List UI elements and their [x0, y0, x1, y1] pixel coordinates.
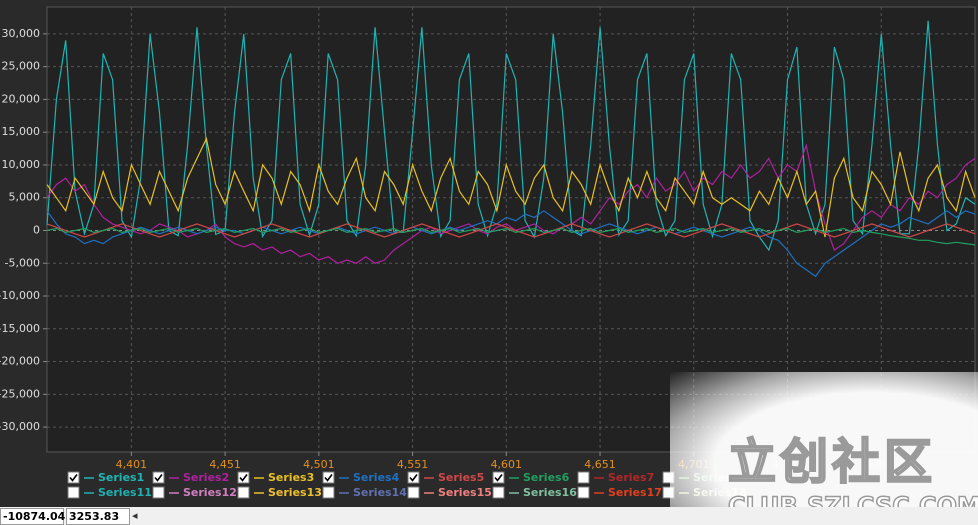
y-tick-label: 10,000 [2, 158, 41, 171]
legend-checkbox[interactable] [152, 471, 165, 484]
legend-checkbox[interactable] [407, 471, 420, 484]
checkmark [494, 474, 503, 482]
legend-checkbox[interactable] [407, 486, 420, 499]
legend-label: Series13 [268, 486, 322, 499]
legend-label: Series1 [98, 471, 144, 484]
legend-label: Series17 [608, 486, 662, 499]
cursor-x: -10874.04 [0, 508, 65, 525]
legend-checkbox[interactable] [577, 471, 590, 484]
x-tick-label: 4,551 [397, 458, 429, 471]
cursor-y: 3253.83 [66, 508, 130, 525]
x-tick-label: 4,401 [116, 458, 148, 471]
y-tick-label: 0 [33, 223, 40, 236]
scroll-arrow[interactable]: ◂ [132, 509, 138, 522]
legend-checkbox[interactable] [322, 471, 335, 484]
watermark-logo: 立创社区 [727, 433, 937, 491]
legend-checkbox[interactable] [492, 486, 505, 499]
legend-label: Series6 [523, 471, 570, 484]
legend-label: Series4 [353, 471, 400, 484]
chart: -30,000 -25,000 -20,000 -15,000 -10,000 -5,00… [0, 6, 976, 499]
legend-label: Series5 [438, 471, 484, 484]
legend-checkbox[interactable] [577, 486, 590, 499]
legend-label: Series14 [353, 486, 407, 499]
legend-label: Series3 [268, 471, 314, 484]
y-tick-label: -15,000 [0, 322, 40, 335]
checkmark [324, 474, 333, 482]
series-line [46, 210, 976, 278]
checkmark [69, 474, 78, 482]
legend-checkbox[interactable] [67, 486, 80, 499]
x-tick-label: 4,451 [209, 458, 241, 471]
y-tick-label: 20,000 [2, 92, 41, 105]
legend-label: Series15 [438, 486, 492, 499]
y-tick-label: 5,000 [9, 191, 41, 204]
y-tick-label: 25,000 [2, 60, 41, 73]
checkmark [239, 474, 248, 482]
legend-checkbox[interactable] [67, 471, 80, 484]
y-tick-label: 15,000 [2, 125, 41, 138]
legend-checkbox[interactable] [492, 471, 505, 484]
legend-label: Series11 [98, 486, 152, 499]
series-line [46, 136, 976, 238]
status-bar: -10874.04 3253.83 ◂ [0, 507, 978, 525]
x-tick-label: 4,651 [584, 458, 616, 471]
legend-label: Series16 [523, 486, 577, 499]
legend-checkbox[interactable] [152, 486, 165, 499]
watermark: 立创社区 CLUB.SZLCSC.COM [670, 372, 978, 525]
checkmark [409, 474, 418, 482]
y-tick-label: -5,000 [5, 256, 40, 269]
series-line [46, 223, 976, 238]
legend-checkbox[interactable] [237, 486, 250, 499]
y-tick-label: -25,000 [0, 387, 40, 400]
series-line [46, 227, 976, 246]
legend-checkbox[interactable] [322, 486, 335, 499]
y-tick-label: -10,000 [0, 289, 40, 302]
checkmark [154, 474, 163, 482]
x-tick-label: 4,601 [491, 458, 523, 471]
legend-checkbox[interactable] [237, 471, 250, 484]
y-tick-label: -20,000 [0, 355, 40, 368]
legend-label: Series2 [183, 471, 229, 484]
y-tick-label: 30,000 [2, 27, 41, 40]
series-line [46, 20, 976, 252]
legend-label: Series7 [608, 471, 654, 484]
y-tick-label: -30,000 [0, 420, 40, 433]
x-tick-label: 4,501 [303, 458, 335, 471]
legend-label: Series12 [183, 486, 237, 499]
